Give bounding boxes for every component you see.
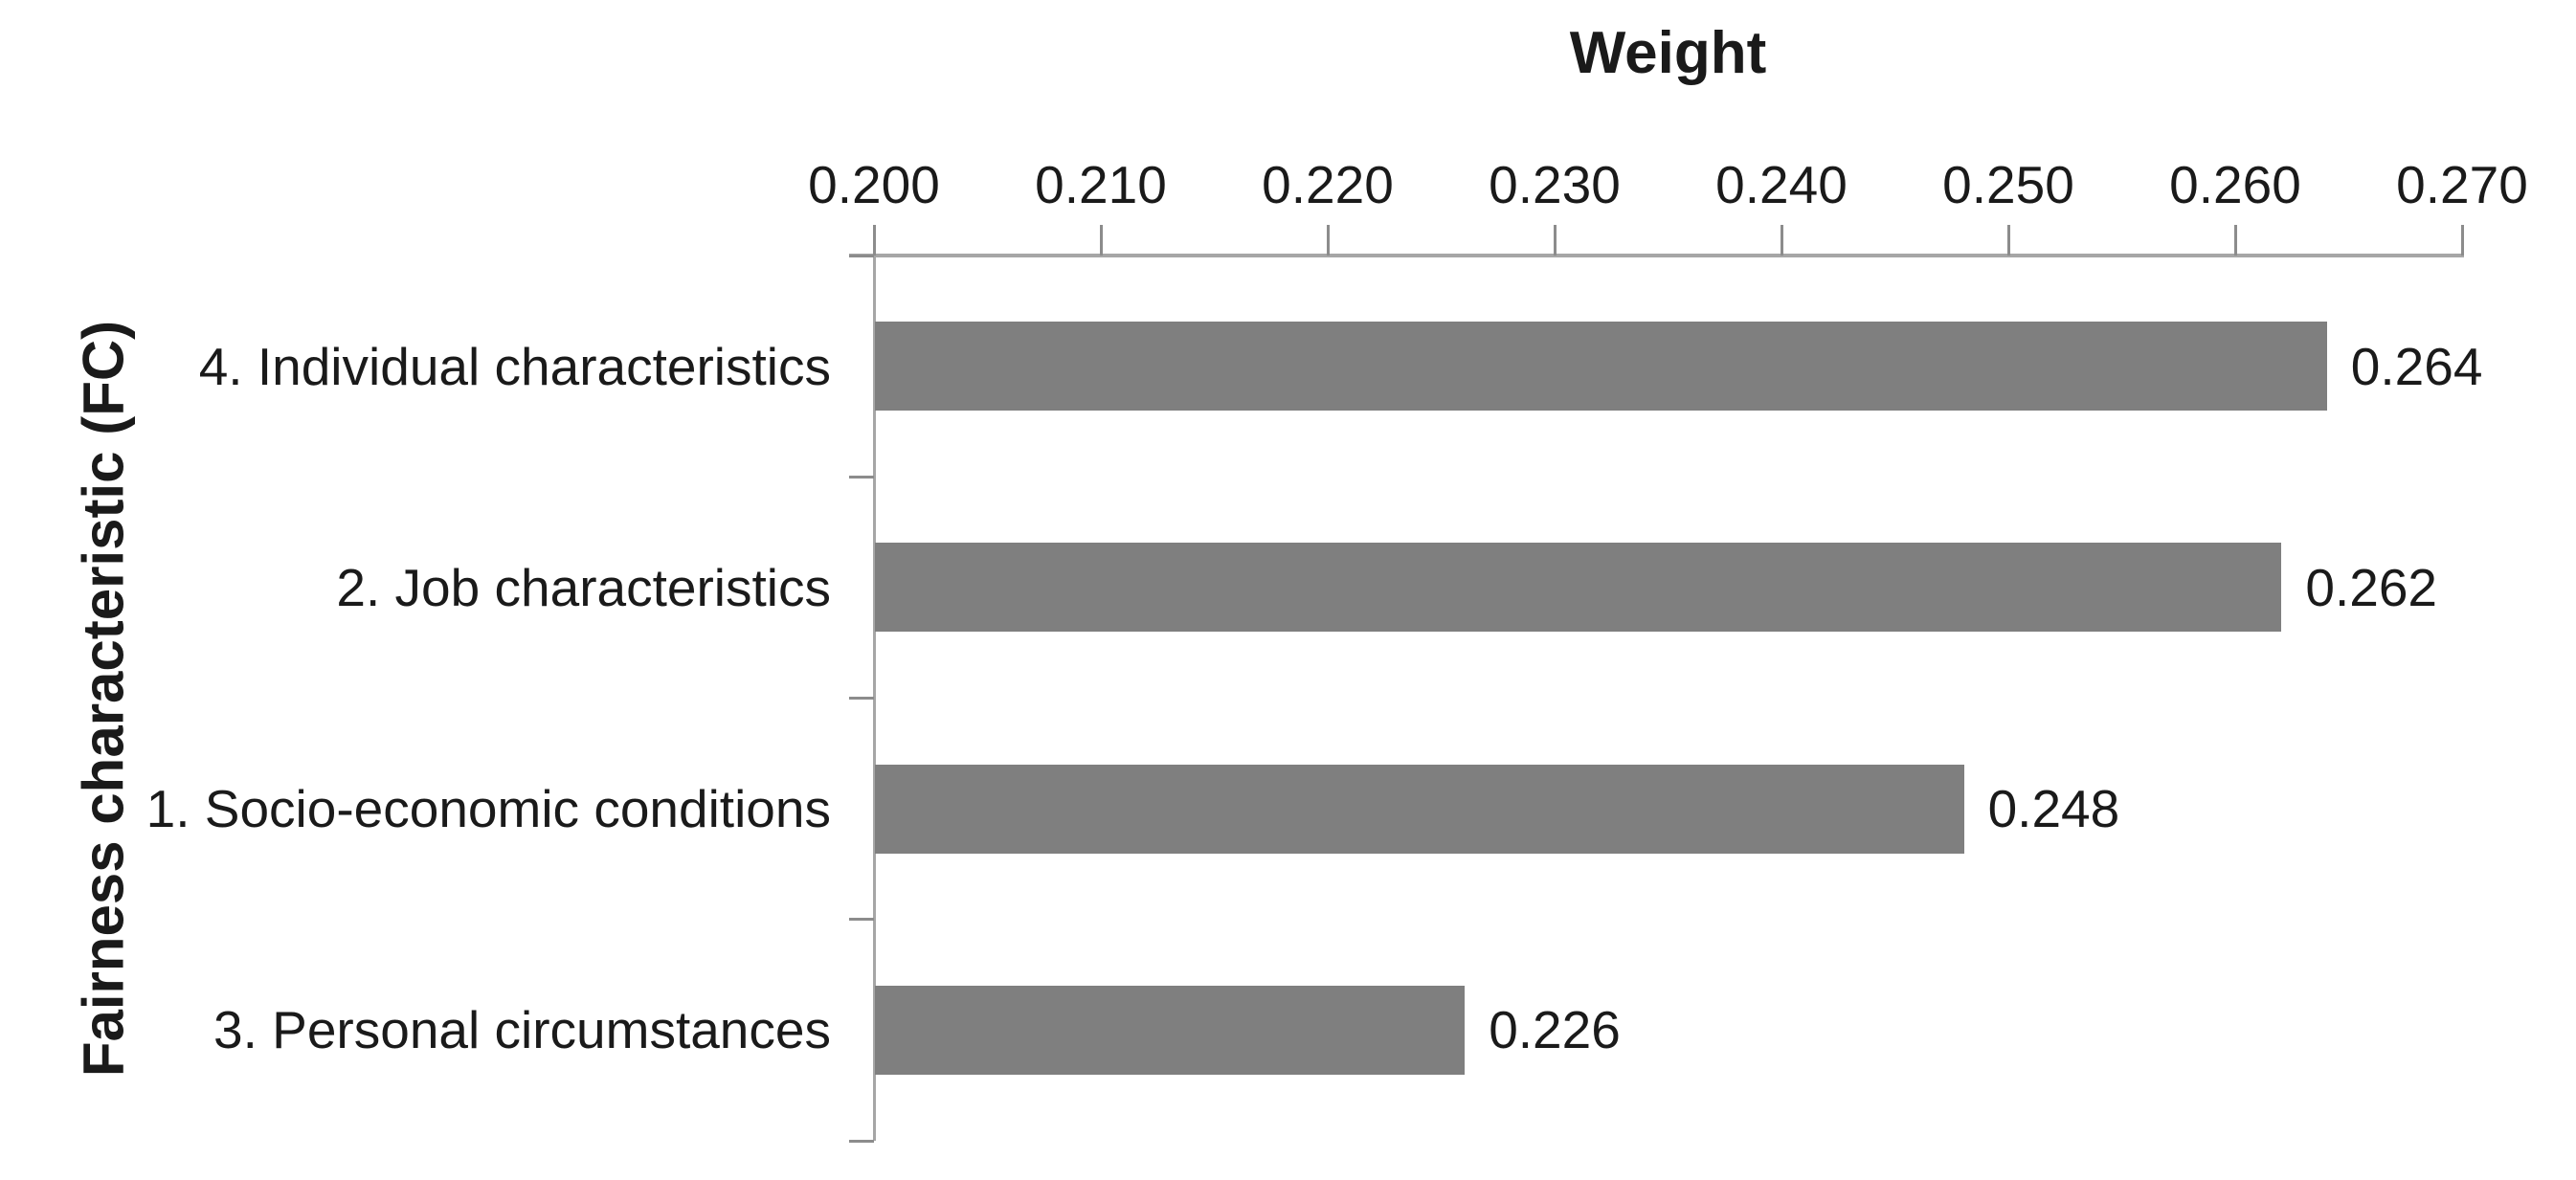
y-axis-line [873,256,876,1141]
y-axis-tick-mark [849,697,874,700]
y-axis-tick-mark [849,254,874,257]
y-axis-tick-mark [849,918,874,922]
x-axis-tick-label: 0.250 [1942,155,2074,214]
y-axis-tick-mark [849,1139,874,1143]
x-axis-tick-mark [2460,225,2464,256]
x-axis-tick-mark [2233,225,2237,256]
bar-value-label: 0.226 [1489,1000,1621,1060]
x-axis-tick-label: 0.270 [2396,155,2528,214]
y-axis-tick-mark [849,475,874,479]
category-label: 3. Personal circumstances [213,1000,831,1060]
category-label: 2. Job characteristics [336,557,831,617]
x-axis-tick-mark [1099,225,1103,256]
x-axis-line [849,254,2464,257]
x-axis-tick-mark [1326,225,1330,256]
bar [875,322,2327,412]
bar-value-label: 0.264 [2350,336,2483,396]
x-axis-tick-mark [872,225,876,256]
x-axis-tick-label: 0.220 [1262,155,1394,214]
x-axis-tick-label: 0.230 [1489,155,1621,214]
category-label: 4. Individual characteristics [198,336,831,396]
bar [875,764,1964,854]
category-label: 1. Socio-economic conditions [146,778,831,838]
bar [875,985,1466,1075]
x-axis-tick-label: 0.260 [2169,155,2301,214]
x-axis-tick-mark [1780,225,1783,256]
x-axis-tick-label: 0.240 [1715,155,1848,214]
x-axis-tick-mark [1553,225,1557,256]
bar [875,543,2282,633]
bar-value-label: 0.262 [2305,557,2438,617]
x-axis-tick-mark [2006,225,2010,256]
bar-value-label: 0.248 [1987,778,2120,838]
x-axis-tick-label: 0.210 [1035,155,1167,214]
x-axis-tick-label: 0.200 [808,155,940,214]
chart-title: Weight [1569,20,1767,86]
y-axis-title: Fairness characteristic (FC) [71,320,136,1078]
